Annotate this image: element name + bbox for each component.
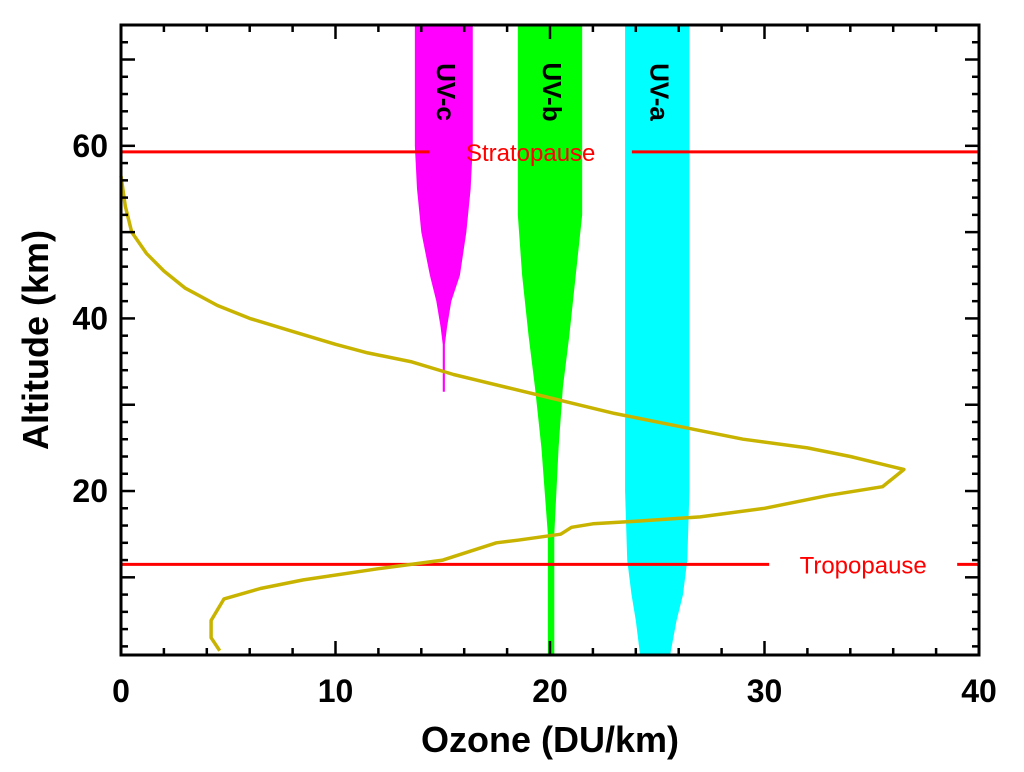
y-tick-label: 40 (72, 300, 108, 336)
x-tick-label: 40 (961, 673, 997, 709)
uv-bands-layer: UV-c UV-b UV-a (414, 25, 690, 655)
band-label-uv-b: UV-b (537, 62, 567, 121)
tick-labels-layer: 0 10 20 30 40 20 40 60 (72, 128, 996, 709)
x-axis-title: Ozone (DU/km) (421, 719, 679, 760)
band-label-uv-c: UV-c (431, 63, 461, 121)
y-tick-label: 60 (72, 128, 108, 164)
x-tick-label: 20 (532, 673, 568, 709)
band-uv-b (517, 25, 583, 655)
x-tick-label: 30 (747, 673, 783, 709)
band-uv-a (625, 25, 690, 655)
ticks-layer (119, 23, 981, 655)
x-tick-label: 0 (112, 673, 130, 709)
reference-lines-layer: Stratopause Tropopause (121, 140, 979, 579)
x-tick-label: 10 (318, 673, 354, 709)
band-label-uv-a: UV-a (644, 63, 674, 121)
stratopause-label: Stratopause (466, 140, 595, 167)
y-tick-label: 20 (72, 473, 108, 509)
band-uv-c (414, 25, 473, 392)
series-layer (119, 175, 906, 652)
y-axis-title: Altitude (km) (15, 230, 56, 450)
tropopause-label: Tropopause (800, 552, 927, 579)
ozone-profile-line (119, 175, 906, 652)
